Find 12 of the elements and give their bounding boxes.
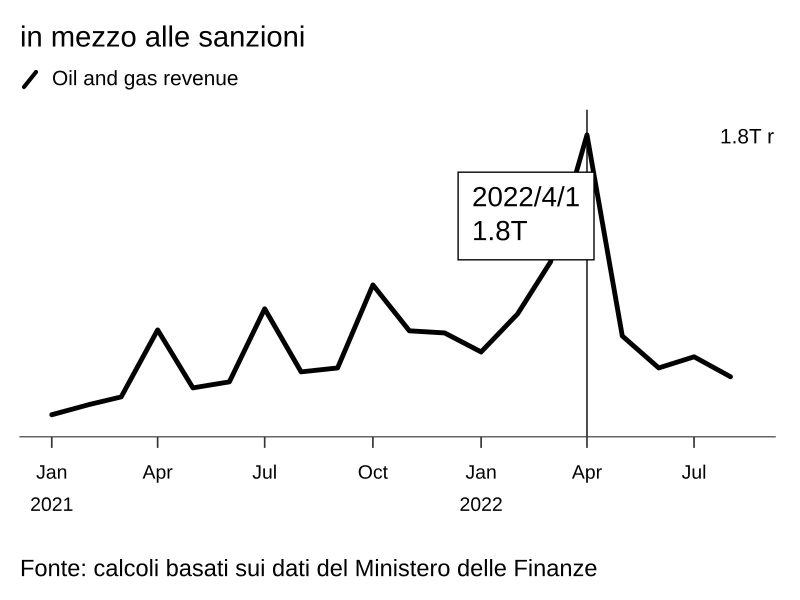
x-tick-label: Jan 2022 [460,465,502,512]
legend-label: Oil and gas revenue [52,70,238,90]
x-tick-label: Apr [572,465,602,483]
source-note: Fonte: calcoli basati sui dati del Ministero delle Finanze [22,558,596,576]
x-tick-label: Jul [682,464,706,479]
x-tick-label: Oct [358,465,388,479]
x-tick-label: Jan 2021 [31,465,72,512]
chart-title: in mezzo alle sanzioni [22,25,304,47]
x-tick-label: Apr [142,465,172,483]
annotation: 2022/4/1 1.8T [473,186,579,240]
annotation: 1.8T r [722,128,774,144]
x-tick-label: Jul [252,464,276,479]
